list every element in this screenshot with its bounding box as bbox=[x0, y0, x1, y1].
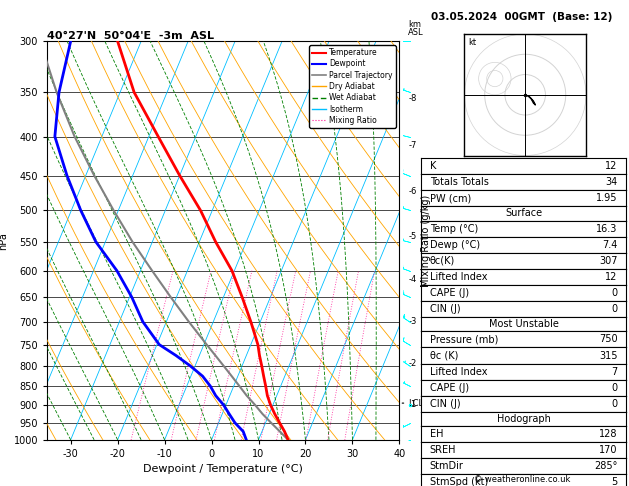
Text: CIN (J): CIN (J) bbox=[430, 399, 460, 409]
Text: StmDir: StmDir bbox=[430, 461, 464, 471]
Text: 12: 12 bbox=[605, 161, 618, 171]
Text: Temp (°C): Temp (°C) bbox=[430, 224, 478, 234]
Text: CAPE (J): CAPE (J) bbox=[430, 288, 469, 298]
Text: -8: -8 bbox=[408, 94, 416, 104]
Text: 8: 8 bbox=[259, 440, 263, 446]
Text: Pressure (mb): Pressure (mb) bbox=[430, 334, 498, 345]
Text: 16.3: 16.3 bbox=[596, 224, 618, 234]
Text: Totals Totals: Totals Totals bbox=[430, 177, 489, 187]
Text: 6: 6 bbox=[239, 440, 243, 446]
Text: CAPE (J): CAPE (J) bbox=[430, 382, 469, 393]
Text: 0: 0 bbox=[611, 399, 618, 409]
Text: © weatheronline.co.uk: © weatheronline.co.uk bbox=[474, 474, 571, 484]
Text: 0: 0 bbox=[611, 288, 618, 298]
Text: EH: EH bbox=[430, 429, 443, 439]
Text: Most Unstable: Most Unstable bbox=[489, 319, 559, 329]
Text: 5: 5 bbox=[611, 477, 618, 486]
Text: 25: 25 bbox=[340, 440, 349, 446]
Text: -1: -1 bbox=[408, 400, 416, 410]
Text: Surface: Surface bbox=[505, 208, 542, 218]
Text: km
ASL: km ASL bbox=[408, 20, 424, 37]
Text: 34: 34 bbox=[606, 177, 618, 187]
Text: -4: -4 bbox=[408, 275, 416, 284]
Text: SREH: SREH bbox=[430, 445, 456, 455]
Text: K: K bbox=[430, 161, 436, 171]
Text: θᴄ(K): θᴄ(K) bbox=[430, 256, 455, 266]
Text: -2: -2 bbox=[408, 359, 416, 368]
Text: Dewp (°C): Dewp (°C) bbox=[430, 240, 480, 250]
Text: Lifted Index: Lifted Index bbox=[430, 272, 487, 282]
Text: 7.4: 7.4 bbox=[603, 240, 618, 250]
Text: Lifted Index: Lifted Index bbox=[430, 366, 487, 377]
Text: 40°27'N  50°04'E  -3m  ASL: 40°27'N 50°04'E -3m ASL bbox=[47, 31, 214, 40]
Text: -5: -5 bbox=[408, 232, 416, 241]
Text: 7: 7 bbox=[611, 366, 618, 377]
Text: θᴄ (K): θᴄ (K) bbox=[430, 350, 458, 361]
Text: PW (cm): PW (cm) bbox=[430, 193, 471, 203]
Text: 128: 128 bbox=[599, 429, 618, 439]
Text: kt: kt bbox=[469, 38, 477, 47]
Text: 03.05.2024  00GMT  (Base: 12): 03.05.2024 00GMT (Base: 12) bbox=[431, 12, 613, 22]
Text: Mixing Ratio (g/kg): Mixing Ratio (g/kg) bbox=[421, 194, 431, 287]
Text: 1.95: 1.95 bbox=[596, 193, 618, 203]
Text: -7: -7 bbox=[408, 141, 416, 150]
Text: 3: 3 bbox=[194, 440, 198, 446]
Text: 307: 307 bbox=[599, 256, 618, 266]
X-axis label: Dewpoint / Temperature (°C): Dewpoint / Temperature (°C) bbox=[143, 465, 303, 474]
Text: LCL: LCL bbox=[408, 399, 423, 408]
Text: 1: 1 bbox=[129, 440, 133, 446]
Text: 0: 0 bbox=[611, 382, 618, 393]
Text: -3: -3 bbox=[408, 317, 416, 326]
Text: StmSpd (kt): StmSpd (kt) bbox=[430, 477, 488, 486]
Text: 15: 15 bbox=[302, 440, 311, 446]
Text: 20: 20 bbox=[323, 440, 332, 446]
Text: Hodograph: Hodograph bbox=[497, 414, 550, 424]
Text: 4: 4 bbox=[212, 440, 216, 446]
Text: 315: 315 bbox=[599, 350, 618, 361]
Text: -6: -6 bbox=[408, 187, 416, 196]
Text: 12: 12 bbox=[605, 272, 618, 282]
Text: 170: 170 bbox=[599, 445, 618, 455]
Text: 2: 2 bbox=[169, 440, 174, 446]
Text: 0: 0 bbox=[611, 304, 618, 314]
Text: 750: 750 bbox=[599, 334, 618, 345]
Text: 285°: 285° bbox=[594, 461, 618, 471]
Y-axis label: hPa: hPa bbox=[0, 232, 8, 249]
Legend: Temperature, Dewpoint, Parcel Trajectory, Dry Adiabat, Wet Adiabat, Isotherm, Mi: Temperature, Dewpoint, Parcel Trajectory… bbox=[309, 45, 396, 128]
Text: 10: 10 bbox=[272, 440, 281, 446]
Text: CIN (J): CIN (J) bbox=[430, 304, 460, 314]
